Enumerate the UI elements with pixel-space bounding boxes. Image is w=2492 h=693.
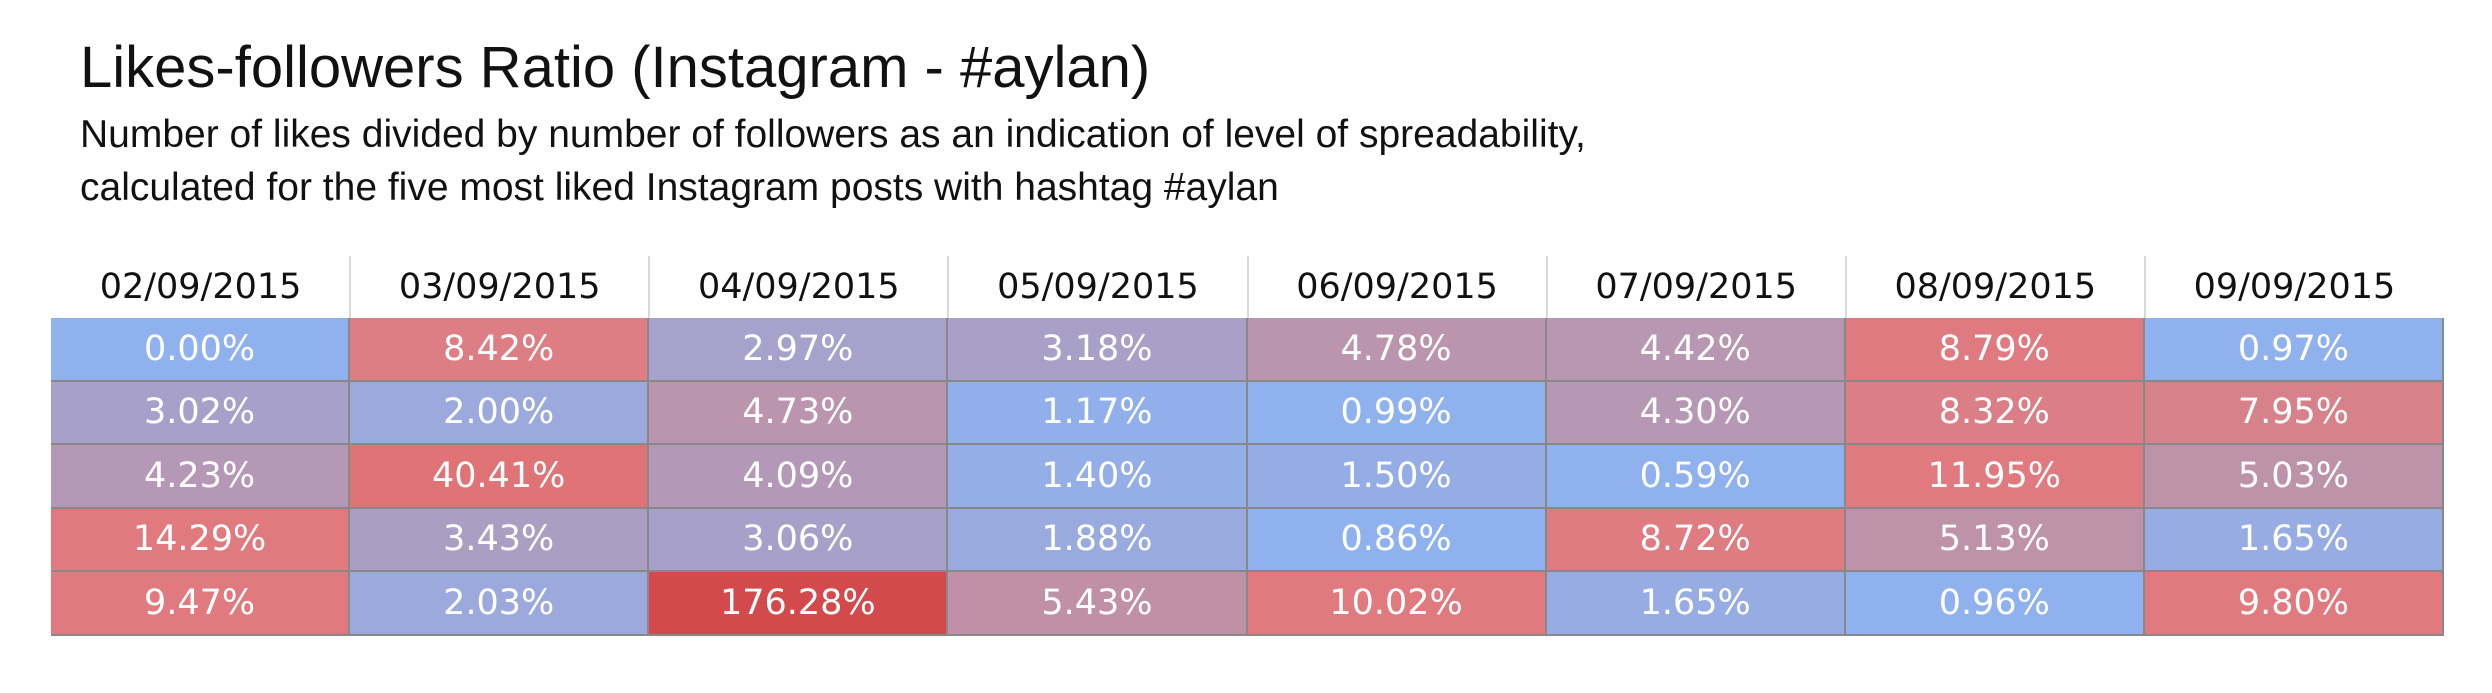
column-header-separator [648, 256, 651, 318]
chart-title: Likes-followers Ratio (Instagram - #ayla… [80, 35, 1151, 100]
heatmap-cell: 2.03% [350, 572, 650, 636]
heatmap-cell: 8.79% [1845, 318, 2145, 382]
heatmap-cell: 1.50% [1247, 445, 1547, 509]
heatmap-cell: 8.42% [350, 318, 650, 382]
heatmap-cell: 4.73% [649, 381, 949, 445]
heatmap-cell: 5.13% [1845, 508, 2145, 572]
heatmap-cell: 1.65% [1546, 572, 1846, 636]
heatmap-cell: 7.95% [2144, 381, 2444, 445]
heatmap-cell: 0.99% [1247, 381, 1547, 445]
heatmap-cell: 8.32% [1845, 381, 2145, 445]
heatmap-cell: 5.03% [2144, 445, 2444, 509]
heatmap-cell: 0.59% [1546, 445, 1846, 509]
heatmap-cell: 9.80% [2144, 572, 2444, 636]
column-header: 06/09/2015 [1296, 267, 1498, 307]
heatmap-cell: 4.30% [1546, 381, 1846, 445]
column-header-separator [1844, 256, 1847, 318]
heatmap-cell: 1.17% [948, 381, 1248, 445]
subtitle-line-1: Number of likes divided by number of fol… [80, 113, 1586, 156]
column-header-separator [947, 256, 950, 318]
heatmap-cell: 3.06% [649, 508, 949, 572]
heatmap-cell: 1.40% [948, 445, 1248, 509]
heatmap-cell: 4.42% [1546, 318, 1846, 382]
column-header: 02/09/2015 [99, 267, 302, 307]
heatmap-table: 02/09/2015 03/09/2015 04/09/2015 05/09/2015… [51, 256, 2444, 638]
heatmap-cell: 5.43% [948, 572, 1248, 636]
heatmap-cell: 4.78% [1247, 318, 1547, 382]
heatmap-cell: 14.29% [51, 508, 351, 572]
column-header-separator [1545, 256, 1548, 318]
subtitle-line-2: calculated for the five most liked Insta… [80, 166, 1279, 209]
column-header: 04/09/2015 [697, 267, 900, 307]
heatmap-cell: 8.72% [1546, 508, 1846, 572]
heatmap-cell: 40.41% [350, 445, 650, 509]
heatmap-cell: 3.43% [350, 508, 650, 572]
heatmap-cell: 0.86% [1247, 508, 1547, 572]
heatmap-cell: 1.88% [948, 508, 1248, 572]
column-header: 03/09/2015 [398, 267, 601, 307]
heatmap-cell: 9.47% [51, 572, 351, 636]
heatmap-cell: 3.02% [51, 381, 351, 445]
heatmap-cell: 10.02% [1247, 572, 1547, 636]
column-header: 05/09/2015 [997, 267, 1199, 307]
heatmap-cell: 0.97% [2144, 318, 2444, 382]
heatmap-cell: 4.23% [51, 445, 351, 509]
heatmap-cell: 2.00% [350, 381, 650, 445]
heatmap-cell: 176.28% [649, 572, 949, 636]
column-header-separator [2143, 256, 2146, 318]
heatmap-cell: 1.65% [2144, 508, 2444, 572]
column-header-separator [349, 256, 352, 318]
heatmap-cell: 0.00% [51, 318, 351, 382]
heatmap-cell: 0.96% [1845, 572, 2145, 636]
column-header-separator [1246, 256, 1249, 318]
heatmap-cell: 4.09% [649, 445, 949, 509]
column-header: 08/09/2015 [1894, 267, 2097, 307]
column-header: 07/09/2015 [1595, 267, 1798, 307]
heatmap-cell: 3.18% [948, 318, 1248, 382]
column-header: 09/09/2015 [2193, 267, 2396, 307]
chart-subtitle: Number of likes divided by number of fol… [80, 108, 1586, 214]
heatmap-cell: 11.95% [1845, 445, 2145, 509]
heatmap-cell: 2.97% [649, 318, 949, 382]
